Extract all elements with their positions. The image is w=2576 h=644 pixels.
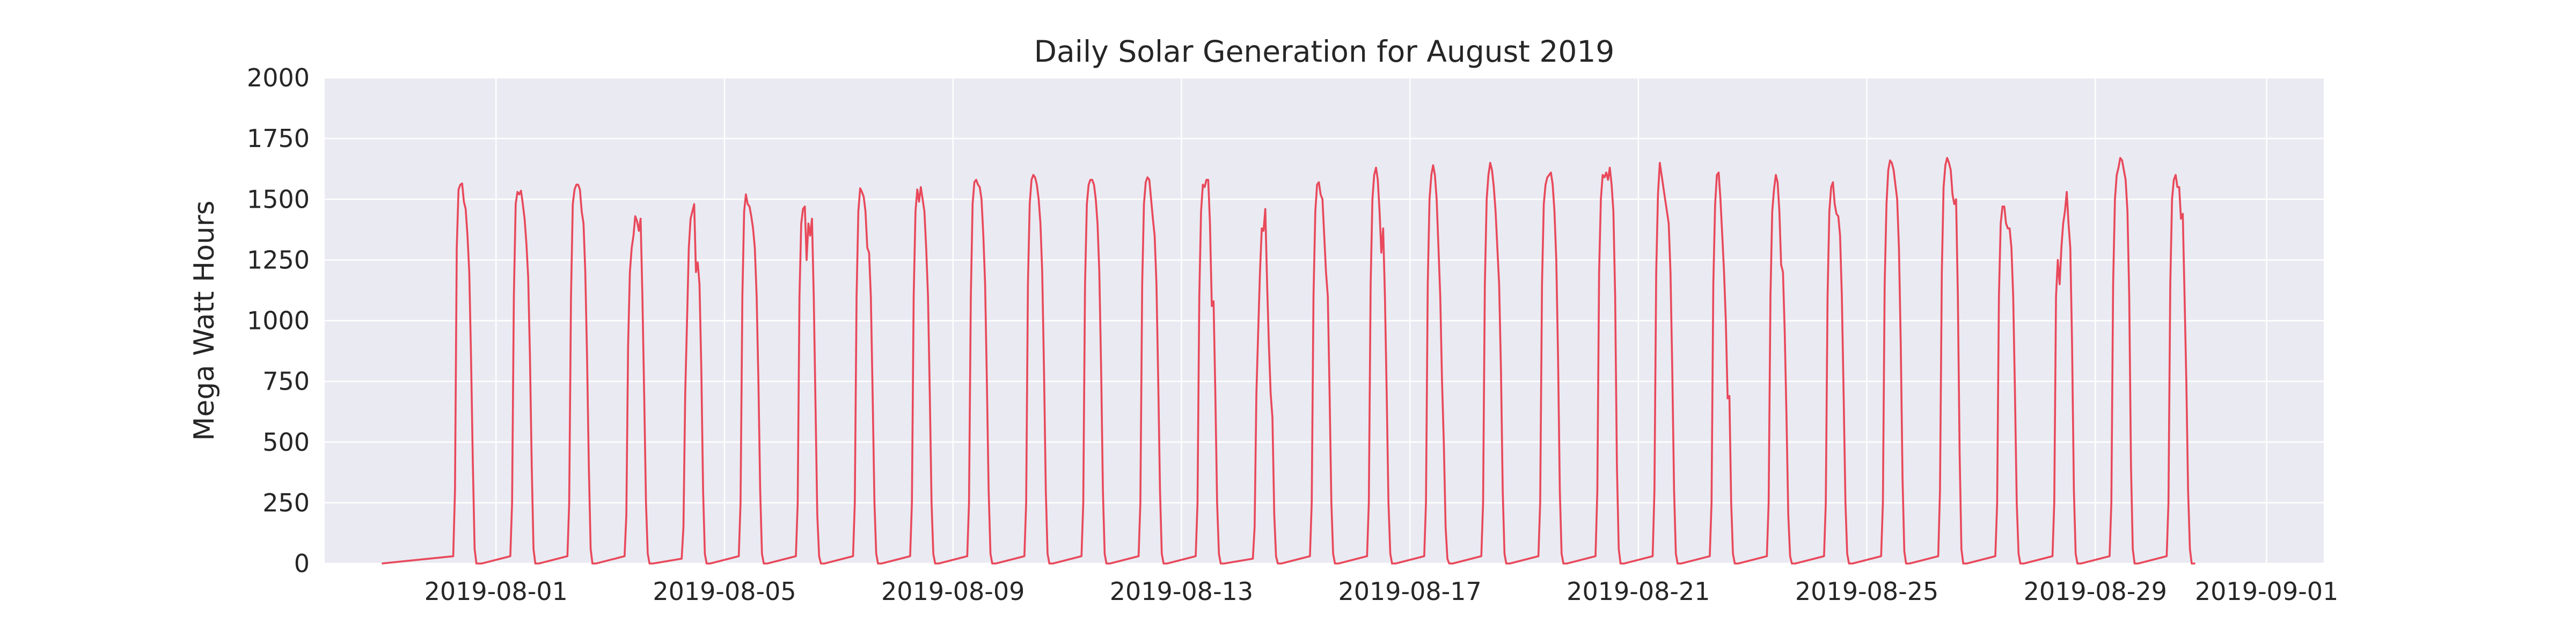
x-tick-label: 2019-08-25: [1795, 577, 1938, 606]
y-tick-label: 1500: [247, 185, 310, 214]
x-tick-label: 2019-08-21: [1567, 577, 1710, 606]
y-axis-label: Mega Watt Hours: [188, 201, 221, 441]
y-tick-label: 2000: [247, 63, 310, 92]
x-tick-label: 2019-08-29: [2024, 577, 2167, 606]
y-tick-label: 750: [262, 367, 310, 396]
x-tick-label: 2019-08-17: [1338, 577, 1481, 606]
series-line: [382, 157, 2196, 565]
x-tick-label: 2019-08-09: [881, 577, 1024, 606]
y-tick-label: 1250: [247, 245, 310, 274]
y-tick-label: 1000: [247, 306, 310, 335]
series-layer: [382, 157, 2196, 565]
tick-labels: 0 250 500 750 1000 1250 1500 1750 2000 2019-08-01…: [247, 63, 2338, 606]
y-tick-label: 250: [262, 488, 310, 517]
y-tick-label: 1750: [247, 124, 310, 153]
y-tick-label: 500: [262, 428, 310, 457]
x-tick-label: 2019-08-13: [1110, 577, 1253, 606]
x-tick-label: 2019-08-01: [425, 577, 568, 606]
x-tick-label: 2019-09-01: [2195, 577, 2338, 606]
chart-title: Daily Solar Generation for August 2019: [1034, 34, 1615, 69]
y-tick-label: 0: [294, 549, 310, 578]
x-tick-label: 2019-08-05: [653, 577, 796, 606]
grid-lines: [325, 77, 2324, 565]
